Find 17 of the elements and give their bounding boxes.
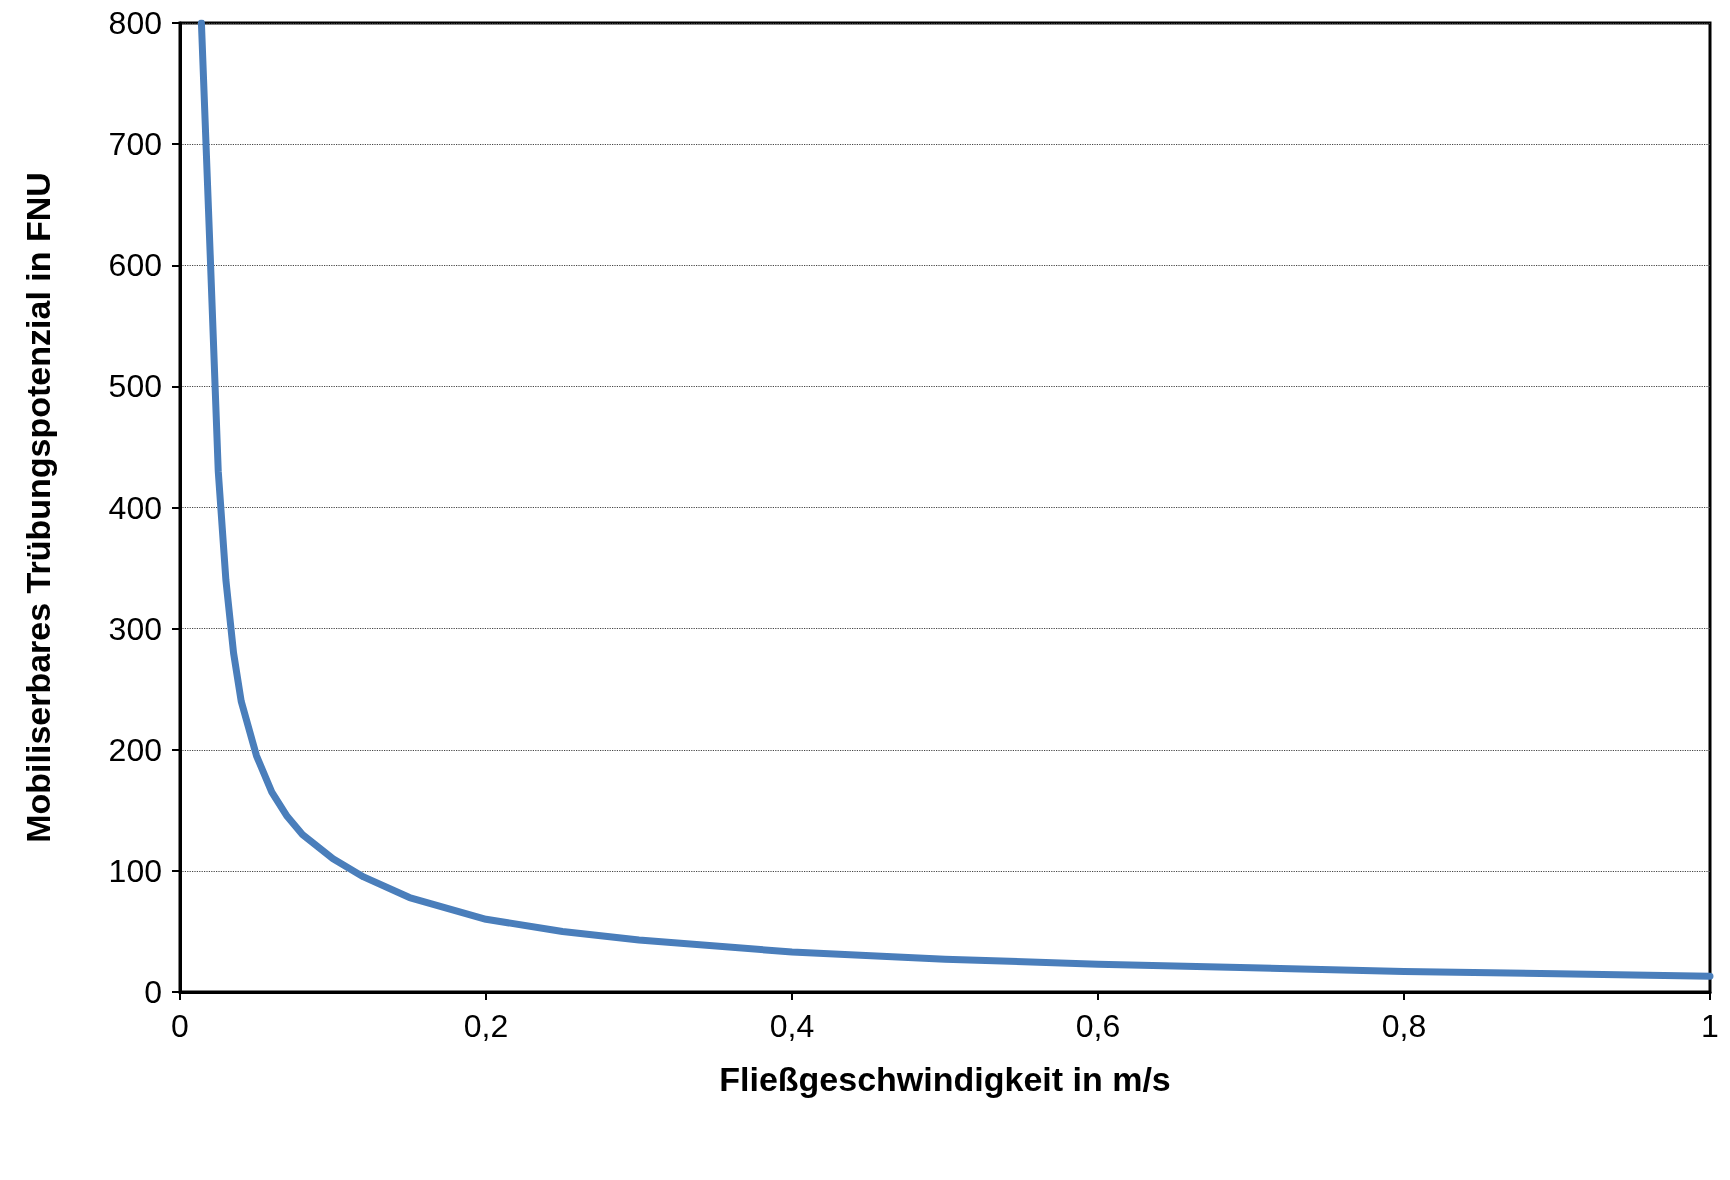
y-tick-label: 600 [108, 247, 162, 284]
x-tick-label: 0,8 [1381, 1008, 1427, 1044]
x-tick-label: 0 [171, 1008, 189, 1044]
x-tick-label: 0,4 [769, 1008, 815, 1044]
y-tick-label: 200 [108, 731, 162, 768]
y-tick-label: 0 [144, 974, 162, 1010]
y-tick-label: 300 [108, 610, 162, 647]
x-tick-label: 0,6 [1075, 1008, 1121, 1044]
y-tick-label: 100 [108, 852, 162, 889]
y-tick-label: 800 [108, 5, 162, 41]
x-tick-label: 0,2 [463, 1008, 509, 1044]
y-tick-label: 700 [108, 126, 162, 163]
y-tick-label: 400 [108, 489, 162, 526]
x-tick-label: 1 [1701, 1008, 1719, 1044]
y-axis-title: Mobiliserbares Trübungspotenzial in FNU [19, 172, 57, 843]
y-tick-label: 500 [108, 368, 162, 405]
x-axis-title: Fließgeschwindigkeit in m/s [719, 1060, 1171, 1098]
